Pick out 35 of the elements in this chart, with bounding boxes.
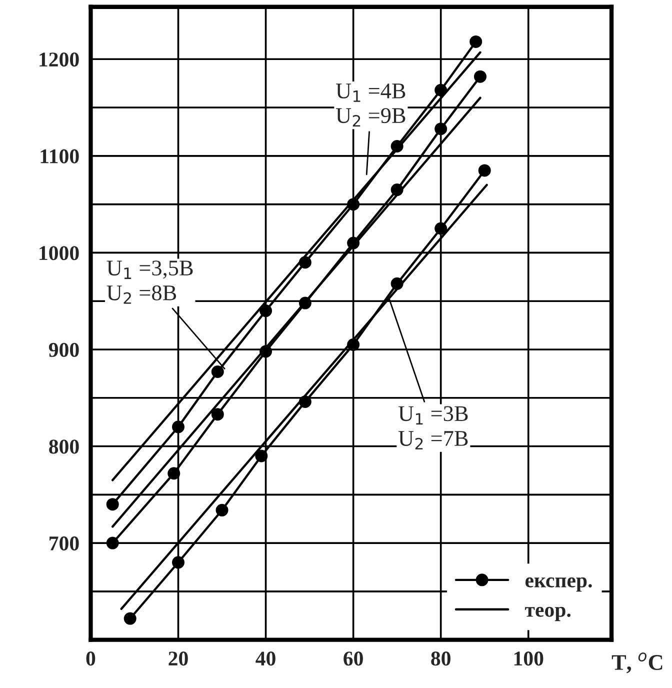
x-tick-label: 60 [344,652,363,666]
legend-label: експер. [525,577,592,592]
x-tick-label: 100 [514,652,544,666]
point [172,420,184,434]
y-tick-label: 1100 [40,149,79,164]
annotation: U$_{1}$ =3,5В U$_{2}$ =8В [106,260,193,304]
x-tick-label: 40 [256,652,276,666]
point [106,498,119,511]
point [434,122,448,136]
point [255,450,268,462]
point [106,536,119,550]
x-tick-label: 80 [431,652,450,666]
point [124,612,136,625]
annotation: U$_{1}$ =3В U$_{2}$ =7В [398,406,468,450]
point [211,366,224,378]
y-tick-label: 1000 [40,246,79,260]
point [216,504,228,516]
point [168,467,180,480]
point [434,222,448,235]
legend-label: теор. [524,606,571,622]
y-tick-label: 800 [49,440,79,454]
point [211,408,224,421]
point [474,70,486,83]
y-tick-label: 1200 [40,52,79,67]
point [470,35,482,48]
x-axis-title: T, $^{o}$C [612,652,662,674]
point [172,556,184,569]
y-tick-label: 900 [48,342,79,357]
x-tick-label: 20 [168,652,188,666]
point [434,84,448,96]
point [260,304,272,318]
x-tick-label: 0 [86,652,96,666]
point [478,164,491,177]
annotation: U$_{1}$ =4В U$_{2}$ =9В [336,84,406,127]
y-tick-label: 700 [50,536,79,550]
